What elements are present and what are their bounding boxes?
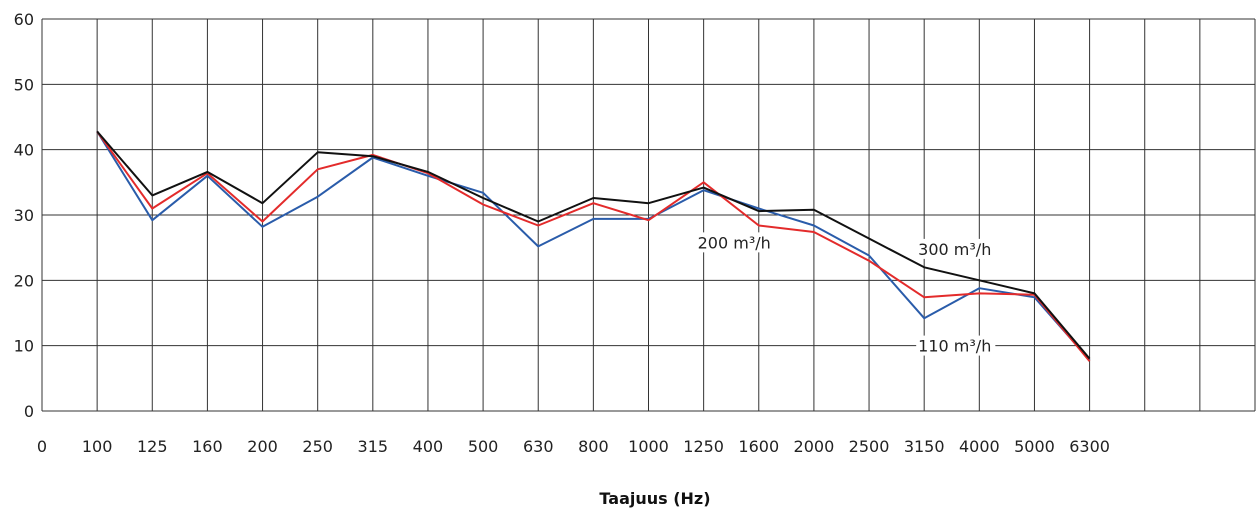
y-tick-label: 60 bbox=[14, 10, 34, 29]
x-tick-label: 2000 bbox=[794, 437, 835, 456]
x-tick-labels: 0 100 125 160 200 250 315 400 500 630 800 1000 1250 1… bbox=[37, 437, 1110, 456]
y-tick-label: 10 bbox=[14, 337, 34, 356]
y-tick-labels: 0 10 20 30 40 50 60 bbox=[14, 10, 34, 421]
x-tick-label: 250 bbox=[302, 437, 333, 456]
y-tick-label: 40 bbox=[14, 141, 34, 160]
series-lines bbox=[96, 130, 1091, 362]
annotation-bg bbox=[916, 335, 996, 356]
y-tick-label: 20 bbox=[14, 271, 34, 290]
x-tick-label: 100 bbox=[82, 437, 113, 456]
x-tick-label: 1600 bbox=[738, 437, 779, 456]
series-line-2 bbox=[96, 130, 1091, 362]
y-tick-label: 30 bbox=[14, 206, 34, 225]
x-tick-label: 5000 bbox=[1014, 437, 1055, 456]
annotation-text: 110 m³/h bbox=[918, 337, 991, 356]
annotation-text: 300 m³/h bbox=[918, 240, 991, 259]
series-line-3 bbox=[96, 130, 1091, 360]
x-tick-label: 2500 bbox=[849, 437, 890, 456]
x-tick-label: 315 bbox=[358, 437, 389, 456]
x-tick-label: 1000 bbox=[628, 437, 669, 456]
y-tick-label: 0 bbox=[24, 402, 34, 421]
x-tick-label: 125 bbox=[137, 437, 168, 456]
annotation-text: 200 m³/h bbox=[698, 233, 771, 252]
x-tick-label: 0 bbox=[37, 437, 47, 456]
y-tick-label: 50 bbox=[14, 75, 34, 94]
x-tick-label: 200 bbox=[247, 437, 278, 456]
x-axis-label: Taajuus (Hz) bbox=[599, 489, 710, 508]
x-tick-label: 500 bbox=[468, 437, 499, 456]
x-tick-label: 6300 bbox=[1069, 437, 1110, 456]
annotation-label: 110 m³/h bbox=[916, 335, 996, 356]
x-tick-label: 1250 bbox=[683, 437, 724, 456]
x-tick-label: 3150 bbox=[904, 437, 945, 456]
x-tick-label: 800 bbox=[578, 437, 609, 456]
x-tick-label: 630 bbox=[523, 437, 554, 456]
annotation-bg bbox=[695, 232, 775, 253]
annotation-label: 300 m³/h bbox=[916, 238, 996, 259]
annotation-label: 200 m³/h bbox=[695, 232, 775, 253]
annotation-bg bbox=[916, 238, 996, 259]
grid bbox=[41, 18, 1256, 412]
x-tick-label: 160 bbox=[192, 437, 223, 456]
x-tick-label: 400 bbox=[413, 437, 444, 456]
series-line-1 bbox=[96, 130, 1091, 361]
x-tick-label: 4000 bbox=[959, 437, 1000, 456]
series-annotations: 200 m³/h 300 m³/h 110 m³/h bbox=[695, 232, 996, 356]
